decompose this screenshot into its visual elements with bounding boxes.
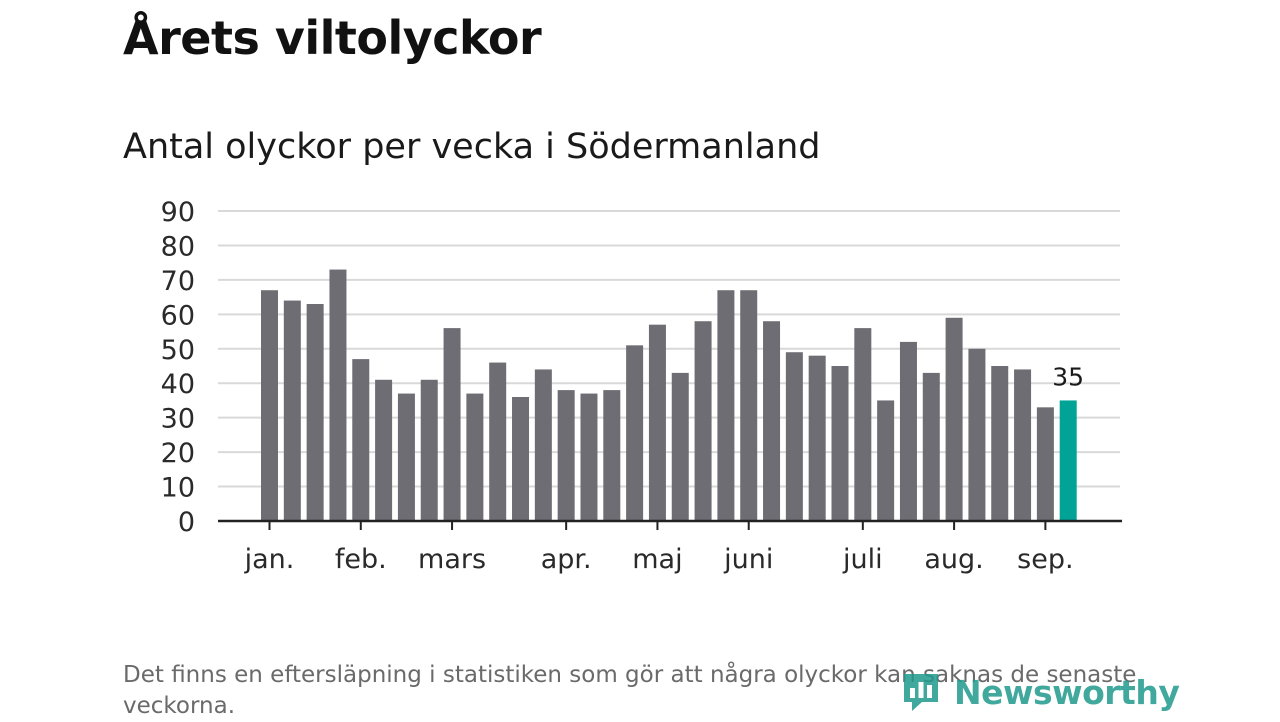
x-tick-label: aug. bbox=[924, 544, 983, 575]
y-tick-label: 70 bbox=[161, 266, 195, 297]
bar bbox=[626, 345, 644, 521]
bar bbox=[785, 352, 803, 521]
bar bbox=[922, 372, 940, 521]
bar bbox=[489, 362, 507, 521]
chart-title: Årets viltolyckor bbox=[123, 11, 542, 65]
bar bbox=[329, 269, 347, 521]
bar bbox=[375, 379, 393, 521]
y-tick-label: 30 bbox=[161, 404, 195, 435]
bar bbox=[603, 390, 621, 521]
y-tick-label: 40 bbox=[161, 369, 195, 400]
data-labels: 35 bbox=[1052, 362, 1084, 391]
bar bbox=[877, 400, 895, 521]
bar bbox=[854, 328, 872, 521]
bar bbox=[648, 324, 666, 521]
newsworthy-logo-text: Newsworthy bbox=[954, 672, 1180, 712]
bar bbox=[352, 359, 370, 521]
newsworthy-logo-icon bbox=[904, 674, 938, 711]
x-tick-label: feb. bbox=[335, 544, 387, 575]
bar bbox=[945, 317, 963, 521]
bar bbox=[740, 290, 758, 521]
bar bbox=[580, 393, 598, 521]
y-tick-label: 0 bbox=[178, 507, 195, 538]
bar bbox=[1014, 369, 1032, 521]
bar bbox=[831, 366, 849, 521]
x-tick-label: mars bbox=[418, 544, 486, 575]
x-tick-label: sep. bbox=[1017, 544, 1073, 575]
bar bbox=[694, 321, 712, 521]
y-tick-label: 10 bbox=[161, 473, 195, 504]
bar bbox=[808, 355, 826, 521]
x-tick-label: jan. bbox=[244, 544, 295, 575]
bar bbox=[443, 328, 461, 521]
y-tick-label: 90 bbox=[161, 197, 195, 228]
bar bbox=[306, 304, 324, 521]
bar bbox=[717, 290, 735, 521]
bar-highlighted bbox=[1059, 400, 1077, 521]
bar bbox=[512, 397, 530, 521]
chart-subtitle: Antal olyckor per vecka i Södermanland bbox=[123, 127, 821, 167]
data-label-last-week: 35 bbox=[1052, 362, 1084, 391]
x-axis bbox=[218, 519, 1122, 530]
x-tick-label: juni bbox=[723, 544, 773, 575]
x-tick-label: apr. bbox=[541, 544, 592, 575]
bar bbox=[763, 321, 781, 521]
bar bbox=[671, 372, 689, 521]
y-tick-label: 80 bbox=[161, 231, 195, 262]
y-tick-label: 60 bbox=[161, 300, 195, 331]
x-axis-tick-labels: jan. feb. mars apr. maj juni juli aug. sep. bbox=[244, 544, 1074, 575]
bar bbox=[899, 341, 917, 521]
bar bbox=[534, 369, 552, 521]
bar bbox=[1036, 407, 1054, 521]
bars bbox=[261, 269, 1077, 521]
bar bbox=[466, 393, 484, 521]
footnote: Det finns en eftersläpning i statistiken… bbox=[123, 662, 1137, 719]
bar bbox=[991, 366, 1009, 521]
y-tick-label: 50 bbox=[161, 335, 195, 366]
bar bbox=[397, 393, 415, 521]
bar bbox=[283, 300, 301, 521]
x-tick-label: juli bbox=[842, 544, 883, 575]
bar bbox=[968, 348, 986, 521]
newsworthy-logo: Newsworthy bbox=[900, 668, 1180, 716]
x-tick-label: maj bbox=[632, 544, 682, 575]
bar bbox=[557, 390, 575, 521]
bar bbox=[420, 379, 438, 521]
bar bbox=[261, 290, 278, 521]
y-tick-label: 20 bbox=[161, 438, 195, 469]
